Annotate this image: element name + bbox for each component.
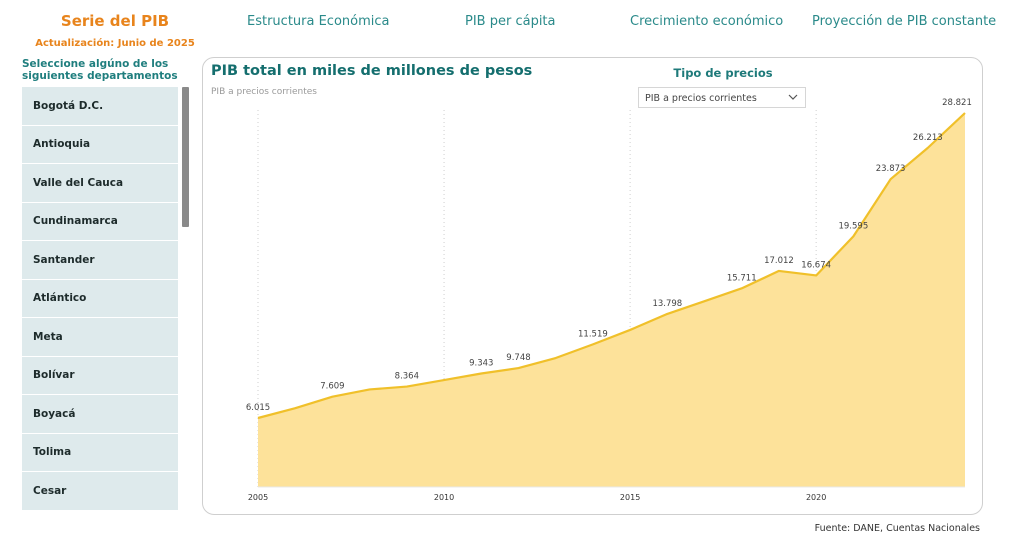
data-label: 15.711 <box>727 273 757 283</box>
data-label: 19.595 <box>838 221 868 231</box>
series-line <box>257 112 966 420</box>
x-tick-label: 2010 <box>434 493 454 502</box>
department-item[interactable]: Atlántico <box>22 279 178 317</box>
price-type-dropdown[interactable]: PIB a precios corrientes <box>638 87 806 108</box>
x-tick-label: 2015 <box>620 493 640 502</box>
source-note: Fuente: DANE, Cuentas Nacionales <box>814 523 980 534</box>
app-title: Serie del PIB <box>60 12 170 30</box>
data-label: 11.519 <box>578 329 608 339</box>
data-label: 17.012 <box>764 256 794 266</box>
area-fill <box>258 113 965 487</box>
update-date: Actualización: Junio de 2025 <box>35 38 195 49</box>
tab-proyeccion-pib[interactable]: Proyección de PIB constante <box>812 14 997 29</box>
chevron-down-icon <box>788 94 798 100</box>
x-tick-label: 2005 <box>248 493 268 502</box>
tab-crecimiento-economico[interactable]: Crecimiento económico <box>630 14 784 29</box>
slicer-title: Seleccione algúno de los siguientes depa… <box>22 58 178 82</box>
data-label: 8.364 <box>395 372 419 382</box>
chart-title: PIB total en miles de millones de pesos <box>211 63 533 79</box>
department-item[interactable]: Valle del Cauca <box>22 164 178 202</box>
data-label: 23.873 <box>876 164 906 174</box>
x-tick-label: 2020 <box>806 493 826 502</box>
data-label: 6.015 <box>246 403 270 413</box>
chart-subtitle: PIB a precios corrientes <box>211 87 317 97</box>
department-item[interactable]: Santander <box>22 241 178 279</box>
data-label: 9.343 <box>469 358 493 368</box>
department-scrollbar[interactable] <box>182 87 189 227</box>
department-item[interactable]: Meta <box>22 318 178 356</box>
department-item[interactable]: Bogotá D.C. <box>22 87 178 125</box>
department-item[interactable]: Cesar <box>22 472 178 510</box>
department-item[interactable]: Tolima <box>22 433 178 471</box>
price-type-label: Tipo de precios <box>673 66 773 80</box>
data-label: 7.609 <box>320 382 344 392</box>
department-item[interactable]: Antioquia <box>22 125 178 163</box>
data-label: 26.213 <box>913 133 943 143</box>
data-label: 9.748 <box>506 353 530 363</box>
tab-estructura-economica[interactable]: Estructura Económica <box>247 14 390 29</box>
price-type-value: PIB a precios corrientes <box>645 93 757 104</box>
data-label: 16.674 <box>801 260 831 270</box>
department-list: Bogotá D.C. Antioquia Valle del Cauca Cu… <box>22 87 178 511</box>
department-item[interactable]: Boyacá <box>22 395 178 433</box>
department-item[interactable]: Cundinamarca <box>22 202 178 240</box>
department-item[interactable]: Bolívar <box>22 356 178 394</box>
data-label: 13.798 <box>652 299 682 309</box>
data-label: 28.821 <box>942 98 972 108</box>
tab-pib-per-capita[interactable]: PIB per cápita <box>465 14 556 29</box>
